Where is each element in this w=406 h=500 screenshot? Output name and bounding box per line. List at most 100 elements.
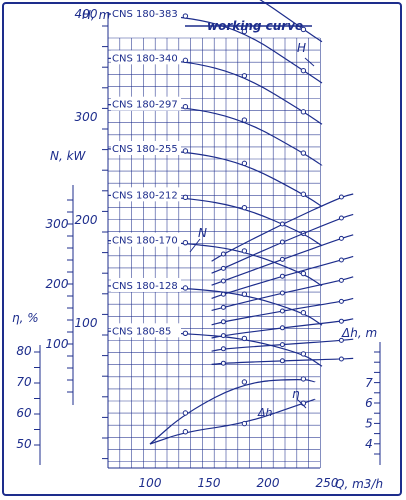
H-tick-label: 100 — [75, 316, 98, 330]
N-point — [220, 333, 226, 339]
N-point — [338, 194, 344, 200]
model-label-bg — [111, 50, 181, 65]
N-curve — [211, 193, 354, 262]
operating-point — [300, 26, 307, 33]
dh-tick-label: 4 — [365, 437, 373, 451]
N-point — [279, 342, 285, 348]
model-label-bg — [111, 140, 181, 155]
operating-point — [182, 13, 189, 19]
eta-tick-label: 50 — [16, 437, 32, 451]
N-point — [279, 273, 285, 279]
N-label-pointer — [189, 238, 201, 253]
N-point — [338, 277, 344, 283]
model-label: CNS 180-85 — [112, 326, 171, 337]
N-point — [220, 251, 226, 257]
Q-tick-label: 250 — [316, 476, 339, 490]
N-point — [220, 360, 226, 366]
model-label-bg — [111, 323, 181, 338]
dh-point — [241, 420, 248, 427]
model-label-bg — [111, 232, 181, 247]
N-point — [338, 235, 344, 241]
operating-point — [241, 28, 248, 35]
dh-tick-label: 7 — [365, 376, 373, 390]
eta-point — [300, 376, 307, 382]
title-working-curve: working curve — [207, 19, 303, 33]
H-tick-label: 200 — [75, 213, 98, 227]
chart-axes — [34, 12, 381, 469]
N-point — [279, 358, 285, 364]
operating-point — [241, 248, 248, 254]
N-point — [220, 346, 226, 352]
operating-point — [182, 148, 189, 154]
N-tick-label: 300 — [46, 217, 69, 231]
N-point — [338, 215, 344, 221]
N-point — [338, 298, 344, 304]
operating-point — [182, 104, 189, 110]
axis-label-H: H, m — [82, 8, 110, 22]
axis-label-Q: Q, m3/h — [335, 477, 383, 491]
N-point — [220, 319, 226, 325]
N-point — [220, 278, 226, 284]
operating-point — [300, 310, 307, 316]
model-label-bg — [111, 96, 181, 111]
N-point — [338, 318, 344, 324]
operating-point — [241, 204, 248, 211]
H-label-pointer — [304, 57, 315, 67]
operating-point — [182, 330, 189, 336]
Q-tick-label: 150 — [198, 476, 221, 490]
operating-point — [182, 57, 189, 64]
model-label: CNS 180-383 — [112, 9, 178, 20]
operating-point — [241, 73, 248, 79]
eta-tick-label: 70 — [16, 375, 32, 389]
operating-point — [300, 67, 307, 74]
dh-point — [182, 429, 189, 435]
operating-point — [241, 335, 248, 342]
operating-point — [241, 117, 248, 123]
N-point — [279, 308, 285, 314]
operating-point — [182, 285, 189, 291]
eta-point — [241, 379, 248, 385]
chart-labels: 100 200 300 400 100 200 300 50 60 70 80 4 5 6 7 100 150 2… — [16, 6, 373, 490]
N-point — [220, 265, 226, 271]
eta-tick-label: 60 — [16, 406, 32, 420]
N-point — [279, 290, 285, 296]
operating-point — [300, 191, 307, 197]
model-label: CNS 180-255 — [112, 144, 178, 155]
Q-tick-label: 200 — [257, 476, 280, 490]
H-tick-label: 300 — [75, 110, 98, 124]
H-curve — [259, 0, 323, 43]
N-point — [220, 291, 226, 297]
N-point — [220, 304, 226, 310]
H-tick-label: 400 — [75, 7, 98, 21]
eta-curve — [149, 379, 316, 445]
model-label: CNS 180-128 — [112, 281, 178, 292]
model-label: CNS 180-297 — [112, 100, 178, 111]
N-tick-label: 200 — [46, 277, 69, 291]
curve-label-dh: Δh — [257, 406, 273, 419]
N-point — [338, 257, 344, 263]
eta-label-pointer — [297, 399, 307, 409]
N-point — [279, 239, 285, 245]
dh-tick-label: 5 — [365, 417, 373, 431]
model-label: CNS 180-212 — [112, 190, 178, 201]
operating-point — [300, 351, 307, 357]
H-curve — [107, 57, 323, 125]
model-label-bg — [111, 6, 181, 21]
operating-point — [300, 109, 307, 115]
N-point — [279, 221, 285, 227]
model-label: CNS 180-340 — [112, 53, 178, 64]
operating-point — [300, 270, 307, 277]
chart-curves — [107, 0, 354, 445]
model-label-bg — [111, 187, 181, 202]
axis-label-dh: Δh, m — [341, 326, 377, 340]
operating-point — [182, 239, 189, 246]
axis-label-N: N, kW — [50, 149, 87, 163]
Q-tick-label: 100 — [139, 476, 162, 490]
eta-point — [182, 410, 189, 416]
operating-point — [300, 150, 307, 156]
curve-label-H: H — [297, 41, 306, 55]
chart-frame — [2, 2, 402, 496]
model-label-bg — [111, 277, 181, 292]
N-point — [279, 325, 285, 331]
